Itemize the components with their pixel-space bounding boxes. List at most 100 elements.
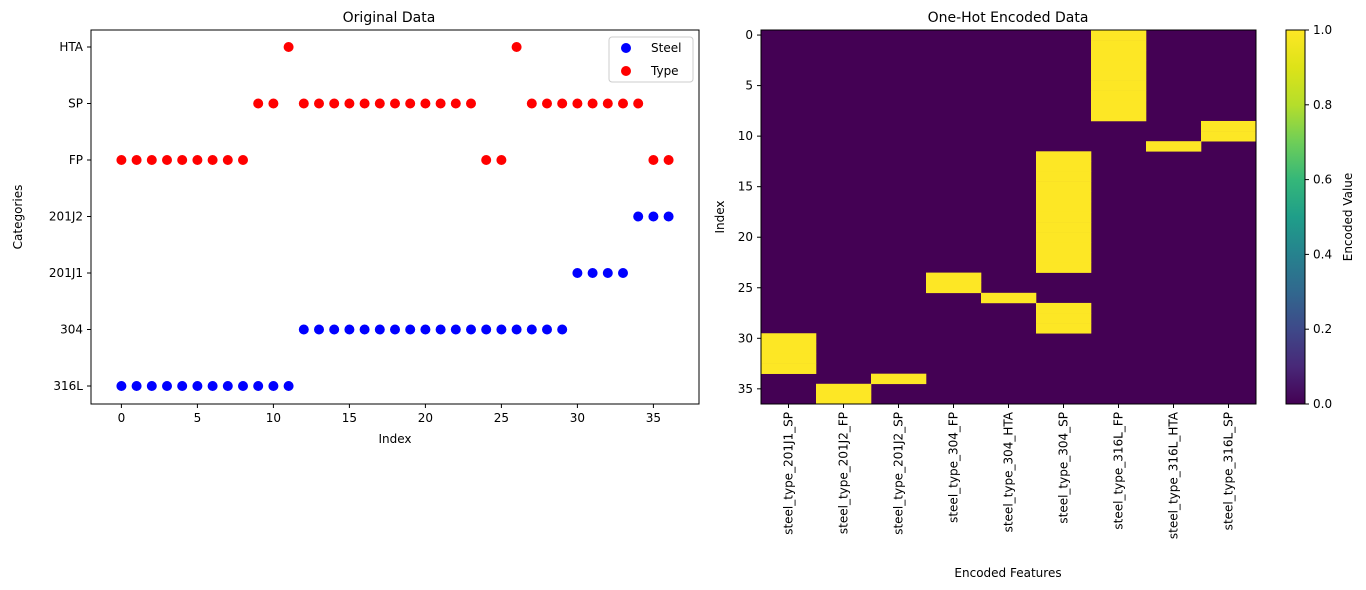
point-type-15 (344, 98, 355, 109)
colorbar-label: Encoded Value (1341, 173, 1355, 262)
point-type-24 (481, 155, 492, 165)
point-steel-35 (648, 211, 659, 222)
x-tick-label: 30 (570, 411, 585, 425)
colorbar-tick-label: 0.4 (1313, 247, 1332, 261)
heatmap-cell-row-4 (1091, 70, 1147, 81)
heatmap-cell-row-0 (1091, 30, 1147, 41)
heatmap-cell-row-30 (761, 333, 817, 344)
point-type-14 (329, 98, 340, 109)
point-steel-5 (192, 381, 203, 391)
feature-label: steel_type_304_HTA (1002, 411, 1016, 532)
point-steel-29 (557, 324, 568, 335)
point-type-31 (587, 98, 598, 109)
point-steel-30 (572, 268, 583, 278)
point-type-22 (450, 98, 461, 109)
point-type-18 (390, 98, 400, 109)
point-type-4 (177, 155, 188, 165)
x-tick-label: 20 (418, 411, 433, 425)
y-tick-label: 35 (738, 382, 753, 396)
heatmap-cell-row-21 (1036, 242, 1092, 253)
point-steel-33 (618, 268, 628, 278)
point-type-5 (192, 155, 203, 165)
heatmap-cell-row-24 (926, 272, 982, 284)
colorbar-tick-label: 0.0 (1313, 397, 1332, 411)
colorbar-ticks: 0.0 0.2 0.4 0.6 0.8 1.0 (1305, 23, 1332, 411)
heatmap-cell-row-26 (981, 292, 1037, 304)
point-type-3 (162, 155, 172, 165)
x-tick-label: 25 (494, 411, 509, 425)
point-steel-9 (253, 381, 264, 391)
heatmap-cell-row-16 (1036, 191, 1092, 203)
legend: Steel Type (608, 36, 694, 83)
point-type-23 (466, 98, 476, 109)
point-type-20 (420, 98, 431, 109)
heatmap-cell-row-34 (871, 373, 927, 385)
heatmap-cell-row-19 (1036, 222, 1092, 233)
point-type-26 (511, 42, 522, 52)
point-type-12 (298, 98, 309, 109)
feature-label: steel_type_316L_FP (1112, 412, 1126, 530)
y-tick-label: 304 (60, 323, 83, 337)
point-steel-19 (405, 324, 416, 335)
legend-marker-type (621, 66, 631, 76)
y-tick-label: SP (68, 97, 83, 111)
point-steel-28 (542, 324, 552, 335)
heatmap-cell-row-8 (1091, 110, 1147, 122)
x-tick-label: 10 (266, 411, 281, 425)
y-tick-label: 10 (738, 129, 753, 143)
scatter-y-ticks: 316L 304 201J1 201J2 FP SP HTA (49, 40, 91, 393)
colorbar: 0.0 0.2 0.4 0.6 0.8 1.0 Encoded Value (1285, 23, 1355, 411)
point-type-1 (131, 155, 142, 165)
point-type-34 (633, 98, 644, 109)
heatmap-cell-row-14 (1036, 171, 1092, 182)
heatmap-cell-row-27 (1036, 302, 1092, 314)
point-steel-20 (420, 324, 431, 335)
heatmap-cell-row-3 (1091, 60, 1147, 71)
point-steel-21 (435, 324, 446, 335)
y-tick-label: 15 (738, 180, 753, 194)
point-steel-27 (526, 324, 537, 335)
heatmap-x-label: Encoded Features (954, 566, 1061, 580)
point-type-28 (542, 98, 552, 109)
point-steel-16 (359, 324, 370, 335)
point-type-35 (648, 155, 659, 165)
scatter-axes-frame (90, 29, 700, 405)
heatmap-cell-row-17 (1036, 201, 1092, 213)
point-type-17 (374, 98, 385, 109)
colorbar-tick-label: 0.8 (1313, 98, 1332, 112)
y-tick-label: 5 (745, 79, 753, 93)
legend-marker-steel (621, 43, 631, 53)
colorbar-tick-label: 0.6 (1313, 173, 1332, 187)
point-type-21 (435, 98, 446, 109)
x-tick-label: 0 (118, 411, 126, 425)
point-type-29 (557, 98, 568, 109)
feature-label: steel_type_316L_SP (1222, 412, 1236, 530)
point-steel-15 (344, 324, 355, 335)
point-steel-11 (283, 381, 294, 391)
feature-label: steel_type_304_FP (947, 412, 961, 523)
y-tick-label: 201J2 (49, 210, 83, 224)
heatmap-cell-row-13 (1036, 161, 1092, 172)
x-tick-label: 5 (194, 411, 202, 425)
colorbar-gradient (1285, 29, 1306, 405)
heatmap-cell-row-1 (1091, 40, 1147, 51)
scatter-x-ticks: 0 5 10 15 20 25 30 35 (118, 404, 661, 425)
point-type-16 (359, 98, 370, 109)
point-type-13 (314, 98, 324, 109)
point-type-36 (663, 155, 674, 165)
heatmap-cell-row-5 (1091, 80, 1147, 91)
point-steel-13 (314, 324, 324, 335)
point-steel-7 (222, 381, 233, 391)
heatmap-cell-row-11 (1146, 141, 1202, 152)
heatmap-cell-row-28 (1036, 313, 1092, 324)
heatmap-cell-row-36 (816, 393, 872, 405)
point-steel-17 (374, 324, 385, 335)
point-type-30 (572, 98, 583, 109)
feature-label: steel_type_201J2_FP (837, 412, 851, 534)
heatmap-y-ticks: 0 5 10 15 20 25 30 35 (738, 28, 761, 396)
point-type-10 (268, 98, 279, 109)
point-steel-12 (298, 324, 309, 335)
feature-label: steel_type_201J1_SP (782, 412, 796, 535)
point-steel-1 (131, 381, 142, 391)
